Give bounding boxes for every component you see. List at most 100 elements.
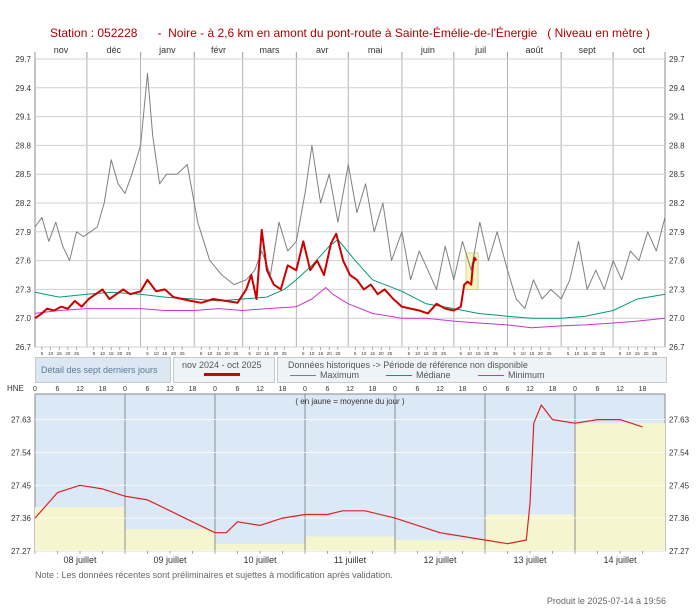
month-label: juil [474,45,486,55]
day-tick-label: 5 [460,351,463,356]
day-tick-label: 5 [513,351,516,356]
month-label: janv [158,45,176,55]
y-tick-label-right: 27.9 [669,228,685,237]
day-tick-label: 5 [302,351,305,356]
month-label: févr [211,45,226,55]
day-tick-label: 10 [48,351,54,356]
day-tick-label: 15 [162,351,168,356]
day-tick-label: 5 [408,351,411,356]
day-tick-label: 25 [652,351,658,356]
hour-label: 6 [146,386,150,393]
day-tick-label: 10 [415,351,421,356]
day-tick-label: 10 [626,351,632,356]
day-tick-label: 25 [547,351,553,356]
day-tick-label: 10 [256,351,262,356]
legend-median-swatch [386,375,412,376]
y-tick-label-right: 27.63 [669,416,690,425]
day-tick-label: 10 [361,351,367,356]
y-tick-label-left: 27.27 [11,547,32,556]
month-label: nov [54,45,69,55]
day-tick-label: 15 [529,351,535,356]
daily-mean-bar [125,529,215,551]
day-tick-label: 20 [592,351,598,356]
day-tick-label: 15 [424,351,430,356]
legend-historical: Données historiques -> Période de référe… [277,357,667,383]
footer-note: Note : Les données récentes sont prélimi… [35,570,393,580]
y-tick-label-right: 28.8 [669,141,685,150]
day-label: 13 juillet [513,555,547,565]
day-tick-label: 15 [476,351,482,356]
day-tick-label: 15 [370,351,376,356]
day-tick-label: 15 [635,351,641,356]
day-tick-label: 10 [574,351,580,356]
y-tick-label-right: 26.7 [669,343,685,352]
legend-min-label: Minimum [508,370,545,380]
day-tick-label: 20 [225,351,231,356]
y-tick-label-right: 27.0 [669,314,685,323]
hour-label: 0 [123,386,127,393]
y-tick-label-left: 27.36 [11,514,32,523]
y-tick-label-left: 28.8 [15,141,31,150]
y-tick-label-left: 27.0 [15,314,31,323]
day-tick-label: 20 [643,351,649,356]
y-axis-label: HNE [7,384,24,393]
hour-label: 12 [166,386,174,393]
legend-max-label: Maximum [320,370,360,380]
day-tick-label: 15 [583,351,589,356]
day-label: 08 juillet [63,555,97,565]
y-tick-label-left: 27.54 [11,448,32,457]
detail-level-line [34,404,643,545]
month-label: oct [633,45,646,55]
hour-label: 6 [56,386,60,393]
day-tick-label: 20 [273,351,279,356]
hour-label: 6 [596,386,600,393]
day-tick-label: 20 [379,351,385,356]
y-tick-label-left: 28.5 [15,170,31,179]
hour-label: 18 [279,386,287,393]
y-tick-label-left: 27.6 [15,257,31,266]
day-tick-label: 10 [154,351,160,356]
y-tick-label-left: 27.45 [11,481,32,490]
day-tick-label: 10 [309,351,315,356]
y-tick-label-left: 29.1 [15,113,31,122]
day-tick-label: 5 [619,351,622,356]
y-tick-label-right: 29.7 [669,55,685,64]
day-tick-label: 25 [126,351,132,356]
y-tick-label-right: 27.3 [669,285,685,294]
day-tick-label: 10 [467,351,473,356]
day-tick-label: 20 [484,351,490,356]
recent-detail-label[interactable]: Détail des sept derniers jours [41,365,158,375]
detail-subtitle: ( en jaune = moyenne du jour ) [295,397,405,406]
day-tick-label: 5 [93,351,96,356]
day-tick-label: 15 [57,351,63,356]
hour-label: 18 [99,386,107,393]
y-tick-label-left: 27.9 [15,228,31,237]
day-tick-label: 25 [233,351,239,356]
y-tick-label-right: 29.4 [669,84,685,93]
day-tick-label: 20 [538,351,544,356]
month-label: juin [420,45,435,55]
y-tick-label-left: 26.7 [15,343,31,352]
day-tick-label: 25 [600,351,606,356]
legend-current-swatch [204,373,240,376]
daily-mean-bar [35,507,125,551]
day-tick-label: 20 [65,351,71,356]
month-label: sept [579,45,597,55]
day-label: 10 juillet [243,555,277,565]
day-tick-label: 25 [74,351,80,356]
recent-detail-button[interactable]: Détail des sept derniers jours [35,357,171,383]
y-tick-label-right: 28.2 [669,199,685,208]
day-tick-label: 5 [567,351,570,356]
day-tick-label: 20 [117,351,123,356]
hour-label: 6 [506,386,510,393]
day-tick-label: 5 [248,351,251,356]
day-tick-label: 15 [216,351,222,356]
hour-label: 0 [213,386,217,393]
day-tick-label: 25 [282,351,288,356]
daily-mean-bar [395,540,485,551]
hour-label: 18 [639,386,647,393]
legend-min-swatch [478,375,504,376]
day-tick-label: 5 [354,351,357,356]
daily-mean-bar [575,423,665,551]
day-label: 14 juillet [603,555,637,565]
